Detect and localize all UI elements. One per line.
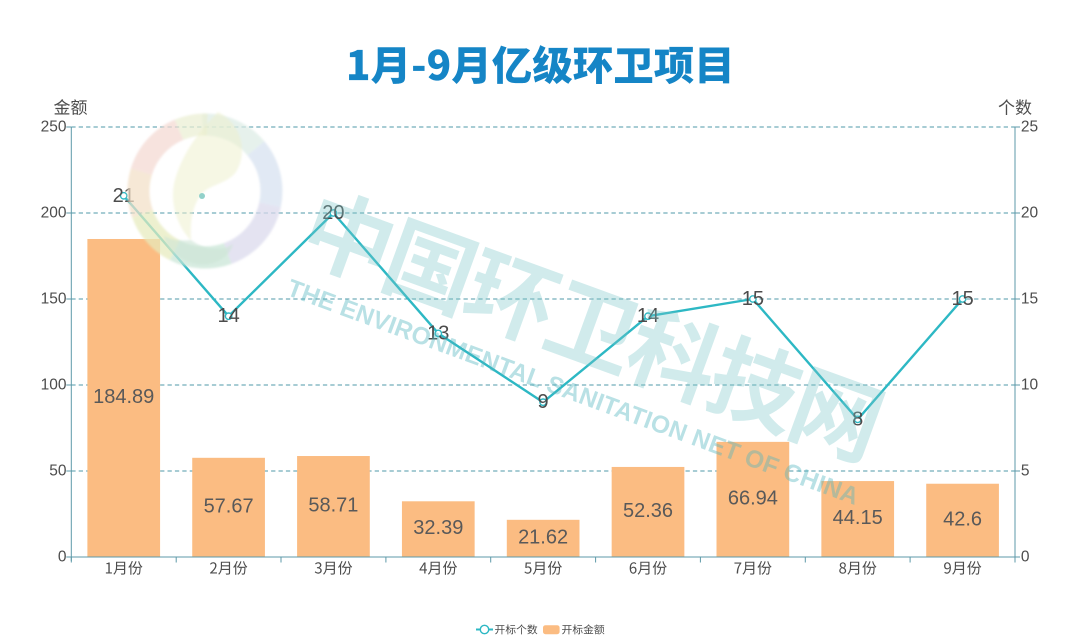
- svg-text:150: 150: [41, 290, 67, 307]
- svg-text:57.67: 57.67: [204, 495, 254, 517]
- svg-text:15: 15: [1021, 290, 1038, 307]
- svg-text:52.36: 52.36: [623, 500, 673, 522]
- svg-text:100: 100: [41, 376, 67, 393]
- svg-text:200: 200: [41, 204, 67, 221]
- svg-text:50: 50: [49, 462, 67, 479]
- svg-text:250: 250: [41, 118, 67, 135]
- svg-text:20: 20: [1021, 204, 1039, 221]
- svg-text:5: 5: [1021, 462, 1030, 479]
- svg-text:15: 15: [742, 288, 764, 310]
- svg-text:0: 0: [1021, 548, 1030, 565]
- svg-text:8: 8: [852, 408, 863, 430]
- svg-text:44.15: 44.15: [833, 507, 883, 529]
- svg-text:58.71: 58.71: [308, 495, 358, 517]
- svg-text:15: 15: [951, 288, 973, 310]
- svg-text:32.39: 32.39: [413, 517, 463, 539]
- svg-text:14: 14: [217, 305, 239, 327]
- svg-text:21.62: 21.62: [518, 526, 568, 548]
- svg-text:184.89: 184.89: [93, 386, 154, 408]
- svg-text:42.6: 42.6: [943, 508, 982, 530]
- svg-text:25: 25: [1021, 118, 1038, 135]
- svg-text:10: 10: [1021, 376, 1039, 393]
- svg-text:13: 13: [427, 322, 449, 344]
- svg-text:9: 9: [538, 391, 549, 413]
- svg-text:0: 0: [58, 548, 67, 565]
- svg-text:66.94: 66.94: [728, 487, 778, 509]
